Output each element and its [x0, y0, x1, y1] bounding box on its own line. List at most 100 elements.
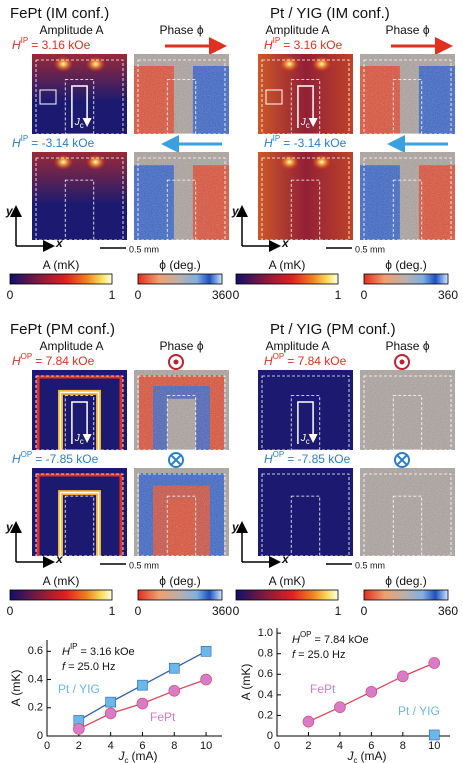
label-part: = 3.16 kOe — [81, 646, 135, 658]
hot-spot — [279, 56, 299, 72]
axis-name: x — [55, 552, 64, 566]
colorbar-label: A (mK) — [43, 574, 80, 588]
marker — [169, 685, 180, 696]
x-tick-label: 8 — [400, 740, 406, 752]
label-part: H — [264, 38, 273, 52]
colorbar-label: ϕ (deg.) — [159, 574, 200, 588]
hot-spot — [312, 154, 332, 170]
phase-label: Phase ϕ — [159, 23, 203, 37]
label-part: H — [62, 646, 70, 658]
label-part: f — [292, 649, 296, 661]
field-label: HIP= -3.14 kOe — [12, 134, 95, 150]
signal — [32, 152, 127, 205]
field-label: HOP= -7.85 kOe — [264, 450, 351, 466]
label-part: = 25.0 Hz — [298, 649, 345, 661]
colorbar — [364, 274, 448, 284]
label-part: = 7.84 kOe — [35, 354, 94, 368]
amplitude-image — [32, 468, 127, 556]
colorbar-tick: 0 — [7, 604, 14, 618]
marker — [397, 671, 408, 682]
colorbar — [236, 590, 338, 600]
label-part: H — [264, 136, 273, 150]
noise — [134, 152, 229, 240]
y-tick-label: 0.6 — [28, 645, 43, 657]
y-axis-label: A (mK) — [239, 664, 253, 701]
scale-label: 0.5 mm — [129, 560, 159, 570]
colorbar — [236, 274, 338, 284]
series-name: Pt / YIG — [58, 682, 100, 696]
label-part: IP — [21, 36, 29, 45]
marker — [429, 730, 439, 740]
noise — [134, 468, 229, 556]
signal — [32, 54, 127, 102]
label-part: = 3.16 kOe — [283, 38, 342, 52]
phase-label: Phase ϕ — [385, 339, 429, 353]
marker — [303, 716, 314, 727]
colorbar — [10, 274, 112, 284]
y-axis-label: A (mK) — [9, 670, 23, 707]
label-part: = -3.14 kOe — [283, 136, 346, 150]
amplitude-label: Amplitude A — [39, 339, 103, 353]
colorbar-tick: 1 — [109, 288, 116, 302]
panel-title: Pt / YIG (IM conf.) — [270, 5, 390, 22]
colorbar-tick: 0 — [135, 604, 142, 618]
marker — [73, 723, 84, 734]
axis-name: y — [231, 520, 240, 534]
x-tick-label: 8 — [171, 740, 177, 752]
label-part: (mA) — [361, 749, 387, 763]
x-tick-label: 2 — [76, 740, 82, 752]
axis-name: y — [231, 204, 240, 218]
series-name: FePt — [310, 682, 336, 696]
colorbar-tick: 0 — [233, 288, 240, 302]
field-symbol — [400, 360, 405, 365]
annotation: f= 25.0 Hz — [62, 661, 115, 673]
label-part: c — [80, 121, 84, 130]
label-part: H — [12, 38, 21, 52]
colorbar — [10, 590, 112, 600]
label-part: c — [354, 756, 358, 763]
annotation: HIP= 3.16 kOe — [62, 642, 135, 658]
annotation: f= 25.0 Hz — [292, 649, 345, 661]
label-part: = 25.0 Hz — [68, 661, 115, 673]
colorbar-tick: 360 — [212, 604, 232, 618]
marker — [137, 698, 148, 709]
amplitude-image — [258, 468, 353, 556]
colorbar — [138, 590, 222, 600]
x-tick-label: 0 — [274, 740, 280, 752]
label-part: (mA) — [132, 749, 158, 763]
label-part: = -3.14 kOe — [31, 136, 94, 150]
colorbar-tick: 360 — [438, 604, 458, 618]
noise — [134, 54, 229, 134]
field-label: HOP= 7.84 kOe — [264, 352, 347, 368]
label-part: H — [264, 452, 273, 466]
colorbar-label: A (mK) — [269, 574, 306, 588]
y-tick-label: 0.2 — [28, 702, 43, 714]
marker — [429, 657, 440, 668]
label-part: c — [306, 121, 310, 130]
label-part: = -7.85 kOe — [287, 452, 350, 466]
x-tick-label: 4 — [337, 740, 343, 752]
label-part: = -7.85 kOe — [35, 452, 98, 466]
x-tick-label: 10 — [200, 740, 212, 752]
marker — [106, 697, 116, 707]
noise — [360, 54, 455, 134]
amplitude-label: Amplitude A — [265, 23, 329, 37]
series-name: FePt — [150, 710, 176, 724]
label-part: IP — [21, 134, 29, 143]
label-part: c — [306, 437, 310, 446]
amplitude-label: Amplitude A — [39, 23, 103, 37]
colorbar-tick: 0 — [361, 604, 368, 618]
hot-spot — [86, 56, 106, 72]
colorbar-label: A (mK) — [269, 258, 306, 272]
label-part: OP — [21, 352, 33, 361]
panel-title: FePt (IM conf.) — [10, 5, 109, 22]
hot-spot — [86, 154, 106, 170]
y-tick-label: 0.6 — [258, 668, 273, 680]
field-label: HOP= -7.85 kOe — [12, 450, 99, 466]
colorbar-label: A (mK) — [43, 258, 80, 272]
label-part: H — [292, 634, 300, 646]
marker — [366, 686, 377, 697]
label-part: c — [80, 437, 84, 446]
colorbar — [364, 590, 448, 600]
colorbar-tick: 1 — [335, 288, 342, 302]
